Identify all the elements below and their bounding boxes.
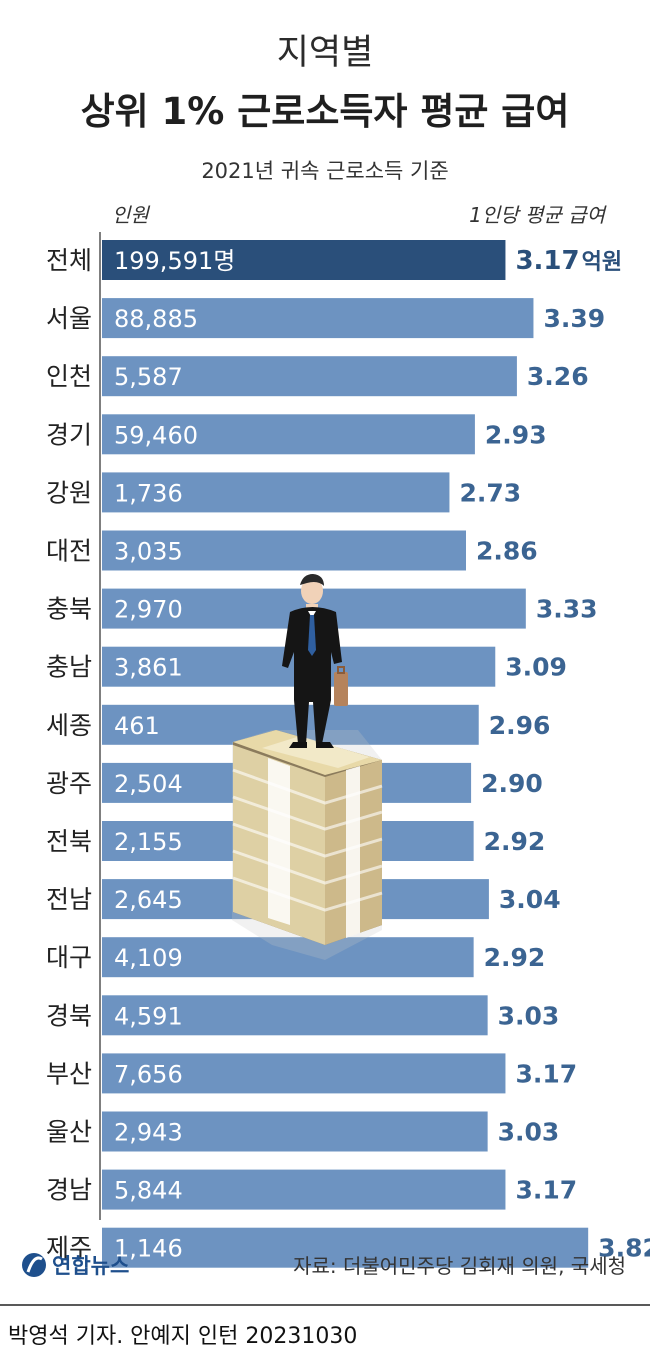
category-label: 울산 [46, 1118, 92, 1147]
value-label: 3.82 [598, 1234, 650, 1263]
category-label: 전북 [46, 827, 92, 856]
bar-경기 [102, 414, 475, 455]
value-label: 3.33 [536, 595, 598, 624]
bar-대구 [102, 937, 474, 978]
category-label: 강원 [46, 478, 92, 507]
count-label: 5,587 [114, 363, 183, 391]
category-label: 대전 [46, 537, 92, 566]
byline: 박영석 기자. 안예지 인턴 20231030 [8, 1324, 357, 1349]
value-label: 2.93 [485, 420, 547, 449]
bar-경북 [102, 995, 488, 1036]
count-label: 59,460 [114, 421, 198, 449]
bar-전체 [102, 240, 506, 280]
value-label: 3.39 [543, 304, 605, 333]
category-label: 전체 [46, 246, 92, 275]
value-unit-label: 억원 [582, 250, 622, 275]
category-label: 충북 [46, 595, 92, 624]
count-label: 1,736 [114, 479, 183, 507]
bar-부산 [102, 1053, 506, 1094]
value-label: 3.17 [515, 1059, 577, 1088]
count-label: 2,645 [114, 886, 183, 914]
count-column-label: 인원 [112, 203, 150, 227]
logo-text: 연합뉴스 [52, 1254, 129, 1278]
count-label: 1,146 [114, 1235, 183, 1263]
count-label: 4,591 [114, 1002, 183, 1030]
count-label: 5,844 [114, 1177, 183, 1205]
value-label: 3.03 [498, 1118, 560, 1147]
value-label: 3.17 [515, 1176, 577, 1205]
count-label: 4,109 [114, 944, 183, 972]
category-label: 충남 [46, 653, 92, 682]
count-label: 2,943 [114, 1119, 183, 1147]
value-label: 2.86 [476, 537, 538, 566]
logo-mark-icon [22, 1253, 46, 1277]
bar-경남 [102, 1169, 506, 1210]
chart-subtitle: 2021년 귀속 근로소득 기준 [201, 159, 448, 183]
count-label: 2,155 [114, 828, 183, 856]
businessman-on-money-illustration [232, 574, 383, 960]
title-line1: 지역별 [277, 33, 374, 73]
count-label: 88,885 [114, 305, 198, 333]
value-label: 2.73 [459, 478, 521, 507]
bar-대전 [102, 530, 466, 571]
count-label: 3,035 [114, 538, 183, 566]
bar-인천 [102, 356, 517, 397]
bar-제주 [102, 1227, 589, 1268]
value-label: 3.03 [498, 1001, 560, 1030]
count-label: 461 [114, 712, 160, 740]
category-label: 인천 [46, 362, 92, 391]
count-label: 7,656 [114, 1060, 183, 1088]
yonhap-logo: 연합뉴스 [22, 1253, 129, 1278]
category-label: 경남 [46, 1176, 92, 1205]
count-label: 2,504 [114, 770, 183, 798]
bar-울산 [102, 1111, 488, 1152]
category-label: 전남 [46, 885, 92, 914]
money-stack-icon [232, 730, 383, 945]
value-label: 3.26 [527, 362, 589, 391]
source-note: 자료: 더불어민주당 김회재 의원, 국세청 [293, 1254, 626, 1278]
category-label: 서울 [46, 304, 92, 333]
category-label: 대구 [46, 943, 92, 972]
category-label: 부산 [46, 1059, 92, 1088]
category-label: 세종 [46, 711, 92, 740]
category-label: 제주 [46, 1234, 92, 1263]
value-label: 2.92 [484, 943, 546, 972]
count-label: 3,861 [114, 654, 183, 682]
value-label: 3.04 [499, 885, 561, 914]
bar-강원 [102, 472, 450, 513]
category-label: 경북 [46, 1001, 92, 1030]
bar-서울 [102, 298, 534, 339]
chart-title: 상위 1% 근로소득자 평균 급여 [81, 90, 570, 133]
value-label: 2.96 [489, 711, 551, 740]
value-column-label: 1인당 평균 급여 [469, 203, 607, 227]
category-label: 광주 [46, 769, 92, 798]
count-label: 2,970 [114, 596, 183, 624]
businessman-icon [282, 574, 348, 748]
value-label: 3.17 [515, 246, 579, 276]
count-label: 199,591명 [114, 247, 235, 275]
value-label: 3.09 [505, 653, 567, 682]
category-label: 경기 [46, 420, 92, 449]
value-label: 2.92 [484, 827, 546, 856]
value-label: 2.90 [481, 769, 543, 798]
